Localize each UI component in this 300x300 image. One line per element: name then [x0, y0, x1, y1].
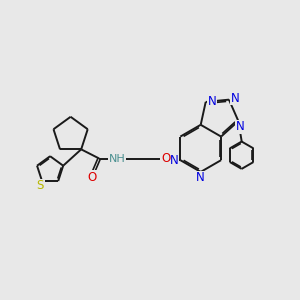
Text: N: N [196, 171, 205, 184]
Text: NH: NH [109, 154, 125, 164]
Text: O: O [161, 152, 170, 165]
Text: N: N [236, 120, 244, 134]
Text: S: S [37, 179, 44, 192]
Text: N: N [230, 92, 239, 104]
Text: O: O [87, 171, 96, 184]
Text: N: N [208, 95, 217, 109]
Text: N: N [170, 154, 179, 166]
